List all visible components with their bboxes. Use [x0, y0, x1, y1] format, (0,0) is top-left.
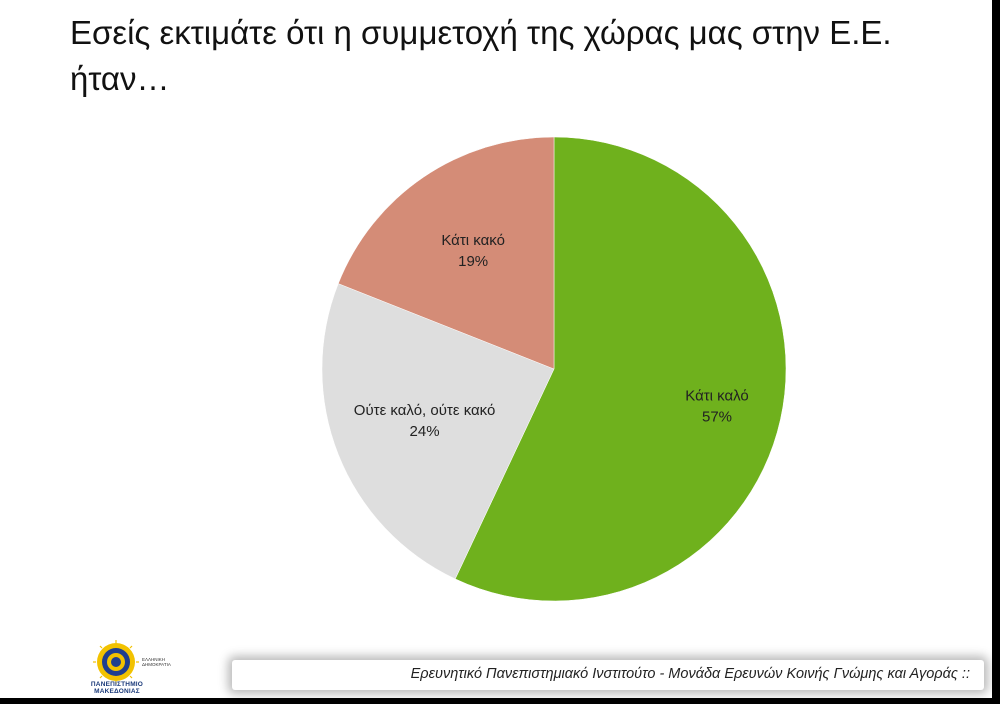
slice-value-label: 19%	[458, 253, 488, 270]
university-logo: ΕΛΛΗΝΙΚΗ ΔΗΜΟΚΡΑΤΙΑ ΠΑΝΕΠΙΣΤΗΜΙΟ ΜΑΚΕΔΟΝ…	[88, 640, 200, 696]
slice-category-label: Κάτι καλό	[685, 387, 749, 404]
university-emblem-icon	[93, 640, 139, 684]
chart-title: Εσείς εκτιμάτε ότι η συμμετοχή της χώρας…	[70, 14, 892, 97]
pie-slice-1	[454, 136, 787, 602]
footer-bar: Ερευνητικό Πανεπιστημιακό Ινστιτούτο - Μ…	[232, 660, 984, 690]
slice-value-label: 57%	[702, 408, 732, 425]
slice-category-label: Κάτι κακό	[441, 232, 505, 249]
logo-university-name: ΠΑΝΕΠΙΣΤΗΜΙΟ ΜΑΚΕΔΟΝΙΑΣ	[90, 681, 144, 695]
pie-slice-2	[321, 283, 555, 580]
slice-value-label: 24%	[410, 423, 440, 440]
logo-republic-text: ΕΛΛΗΝΙΚΗ ΔΗΜΟΚΡΑΤΙΑ	[142, 657, 171, 667]
slice-category-label: Ούτε καλό, ούτε κακό	[354, 402, 496, 419]
footer-text: Ερευνητικό Πανεπιστημιακό Ινστιτούτο - Μ…	[410, 666, 970, 682]
pie-slice-3	[337, 136, 555, 370]
